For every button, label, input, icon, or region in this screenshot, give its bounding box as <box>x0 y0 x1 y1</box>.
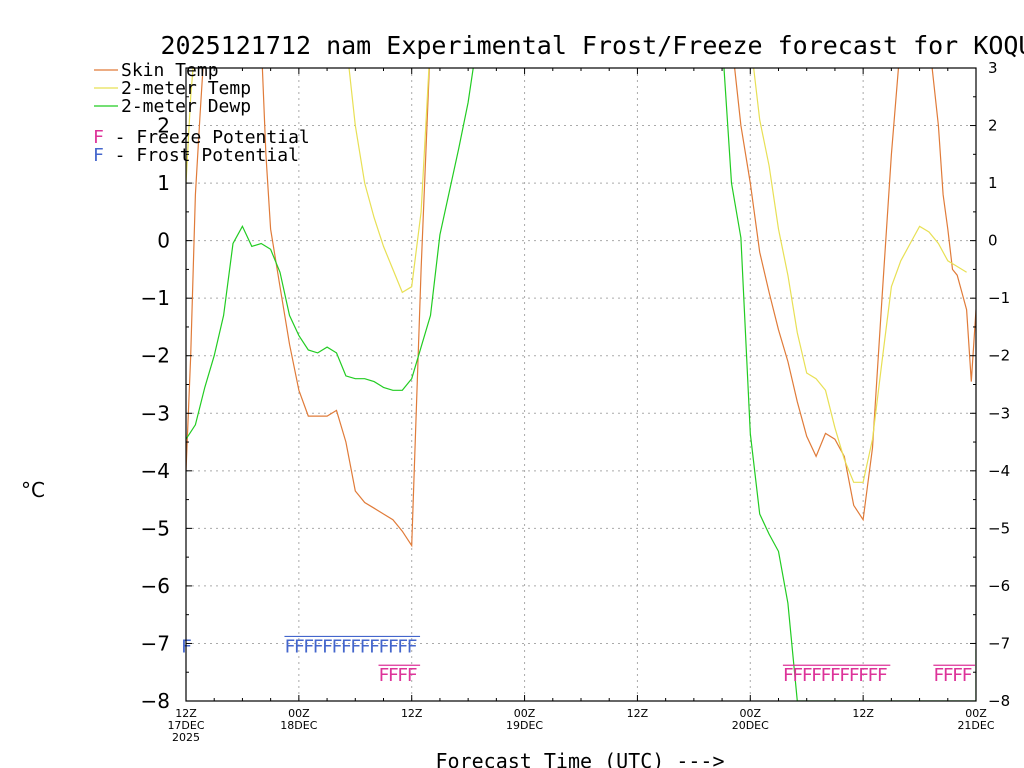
frost-marker: F <box>331 636 342 657</box>
y-tick-label-right: −4 <box>988 462 1010 480</box>
freeze-marker: F <box>943 665 954 686</box>
freeze-marker: F <box>933 665 944 686</box>
series-2-meter-temp <box>186 68 967 483</box>
y-tick-label-right: −2 <box>988 347 1010 365</box>
freeze-marker: F <box>849 665 860 686</box>
x-tick-label: 2025 <box>172 731 200 744</box>
frost-marker: F <box>294 636 305 657</box>
freeze-marker: F <box>811 665 822 686</box>
series-lines <box>186 68 976 701</box>
y-tick-label-right: 2 <box>988 117 998 135</box>
series-2-meter-dewp <box>186 68 976 701</box>
frost-marker: F <box>284 636 295 657</box>
y-tick-label-right: 1 <box>988 174 998 192</box>
freeze-marker: F <box>962 665 973 686</box>
y-tick-label-right: −1 <box>988 289 1010 307</box>
legend-label: Skin Temp <box>121 60 219 81</box>
freeze-marker: F <box>407 665 418 686</box>
chart-title: 2025121712 nam Experimental Frost/Freeze… <box>161 31 1024 60</box>
y-tick-label-right: 0 <box>988 232 998 250</box>
freeze-marker: F <box>397 665 408 686</box>
freeze-marker: F <box>839 665 850 686</box>
y-tick-label-left: −4 <box>141 459 170 483</box>
plot-frame <box>185 67 977 702</box>
x-tick-label: 18DEC <box>280 719 317 732</box>
frost-marker: F <box>397 636 408 657</box>
y-tick-label-left: −5 <box>141 516 170 540</box>
frost-marker: F <box>407 636 418 657</box>
frost-marker: F <box>341 636 352 657</box>
freeze-marker: F <box>792 665 803 686</box>
freeze-marker: F <box>830 665 841 686</box>
freeze-marker: F <box>868 665 879 686</box>
potential-legend-text: - Freeze Potential <box>104 127 310 148</box>
potential-legend-text: - Frost Potential <box>104 145 299 166</box>
potential-legend-char: F <box>93 127 104 148</box>
y-tick-label-left: −1 <box>141 286 170 310</box>
potential-legend-label: F - Frost Potential <box>93 145 299 166</box>
freeze-marker: F <box>858 665 869 686</box>
frost-marker: F <box>303 636 314 657</box>
y-tick-label-right: −7 <box>988 634 1010 652</box>
frost-marker: F <box>313 636 324 657</box>
freeze-marker: F <box>802 665 813 686</box>
frost-marker: F <box>360 636 371 657</box>
freeze-marker: F <box>388 665 399 686</box>
x-tick-label: 00Z <box>514 707 536 720</box>
axes: 3 2 2 1 1 0 0 −1 −1 −2 −2 −3 −3 −4 −4 −5 −5 −6 −6 −7 −7 −8 −8 1… <box>141 59 1011 744</box>
frost-marker: F <box>378 636 389 657</box>
freeze-marker: F <box>877 665 888 686</box>
x-tick-label: 00Z <box>740 707 762 720</box>
potential-legend-label: F - Freeze Potential <box>93 127 310 148</box>
y-tick-label-left: −3 <box>141 401 170 425</box>
y-tick-label-left: −8 <box>141 689 170 713</box>
series-skin-temp <box>186 68 976 548</box>
frost-marker: F <box>369 636 380 657</box>
x-tick-label: 00Z <box>288 707 310 720</box>
x-tick-label: 21DEC <box>957 719 994 732</box>
y-tick-label-left: −7 <box>141 631 170 655</box>
freeze-marker: F <box>821 665 832 686</box>
potential-legend-char: F <box>93 145 104 166</box>
y-tick-label-left: 2 <box>157 114 170 138</box>
y-axis-label: °C <box>21 478 45 502</box>
x-axis-label: Forecast Time (UTC) ---> <box>436 749 725 768</box>
y-tick-label-left: −6 <box>141 574 170 598</box>
x-tick-label: 12Z <box>852 707 874 720</box>
x-tick-label: 19DEC <box>506 719 543 732</box>
y-tick-label-left: 1 <box>157 171 170 195</box>
frost-marker: F <box>350 636 361 657</box>
freeze-marker: F <box>379 665 390 686</box>
x-tick-label: 12Z <box>627 707 649 720</box>
y-tick-label-right: −6 <box>988 577 1010 595</box>
x-tick-label: 12Z <box>401 707 423 720</box>
freeze-marker: F <box>783 665 794 686</box>
frost-marker: F <box>388 636 399 657</box>
legend-label: 2-meter Dewp <box>121 96 251 117</box>
y-tick-label-right: −3 <box>988 404 1010 422</box>
y-tick-label-left: 0 <box>157 229 170 253</box>
freeze-marker: F <box>952 665 963 686</box>
y-tick-label-left: −2 <box>141 344 170 368</box>
grid-lines <box>186 68 976 701</box>
legend-label: 2-meter Temp <box>121 78 251 99</box>
frost-marker: F <box>322 636 333 657</box>
y-tick-label-right: −8 <box>988 692 1010 710</box>
y-tick-label-right: −5 <box>988 519 1010 537</box>
x-tick-label: 20DEC <box>732 719 769 732</box>
x-tick-label: 17DEC <box>167 719 204 732</box>
x-tick-label: 00Z <box>965 707 987 720</box>
y-tick-label-right: 3 <box>988 59 998 77</box>
x-tick-label: 12Z <box>175 707 197 720</box>
